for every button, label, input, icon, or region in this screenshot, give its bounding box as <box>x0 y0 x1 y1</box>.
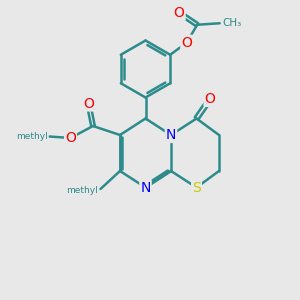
Text: O: O <box>174 6 184 20</box>
Text: methyl: methyl <box>16 132 48 141</box>
Text: O: O <box>181 36 192 50</box>
Text: S: S <box>192 181 201 194</box>
Text: O: O <box>205 92 215 106</box>
Text: O: O <box>65 131 76 145</box>
Text: O: O <box>83 97 94 110</box>
Text: N: N <box>166 128 176 142</box>
Text: N: N <box>140 181 151 194</box>
Text: CH₃: CH₃ <box>223 18 242 28</box>
Text: methyl: methyl <box>66 186 98 195</box>
